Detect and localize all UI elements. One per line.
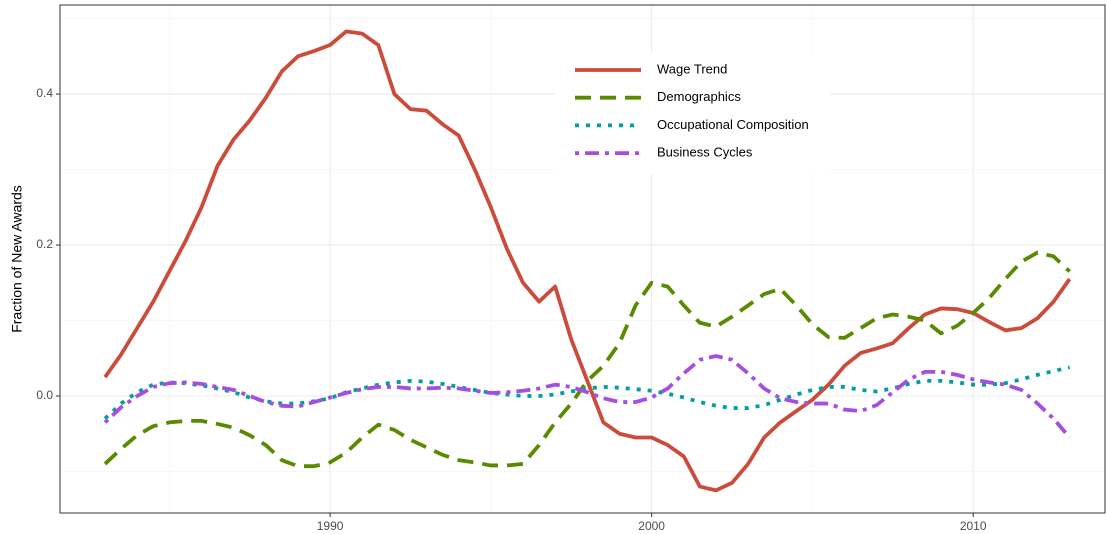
- lines: [103, 29, 1072, 493]
- legend-label: Business Cycles: [657, 145, 753, 160]
- series-line: [103, 29, 1072, 493]
- x-tick-label: 2010: [960, 519, 987, 533]
- panel-border: [59, 4, 1106, 514]
- x-tick-label: 1990: [317, 519, 344, 533]
- series-line: [103, 354, 1072, 439]
- y-tick-label: 0.2: [36, 237, 53, 251]
- y-tick-label: 0.4: [36, 86, 53, 100]
- series-line: [103, 250, 1071, 469]
- legend: Wage Trend Demographics Occupational Compo…: [575, 61, 809, 160]
- y-axis-label: Fraction of New Awards: [9, 185, 25, 333]
- legend-label: Wage Trend: [657, 61, 727, 76]
- y-tick-label: 0.0: [36, 388, 53, 402]
- series-line: [103, 365, 1071, 421]
- legend-label: Demographics: [657, 89, 741, 104]
- x-tick-label: 2000: [638, 519, 665, 533]
- legend-label: Occupational Composition: [657, 117, 809, 132]
- legend-box: [555, 52, 830, 174]
